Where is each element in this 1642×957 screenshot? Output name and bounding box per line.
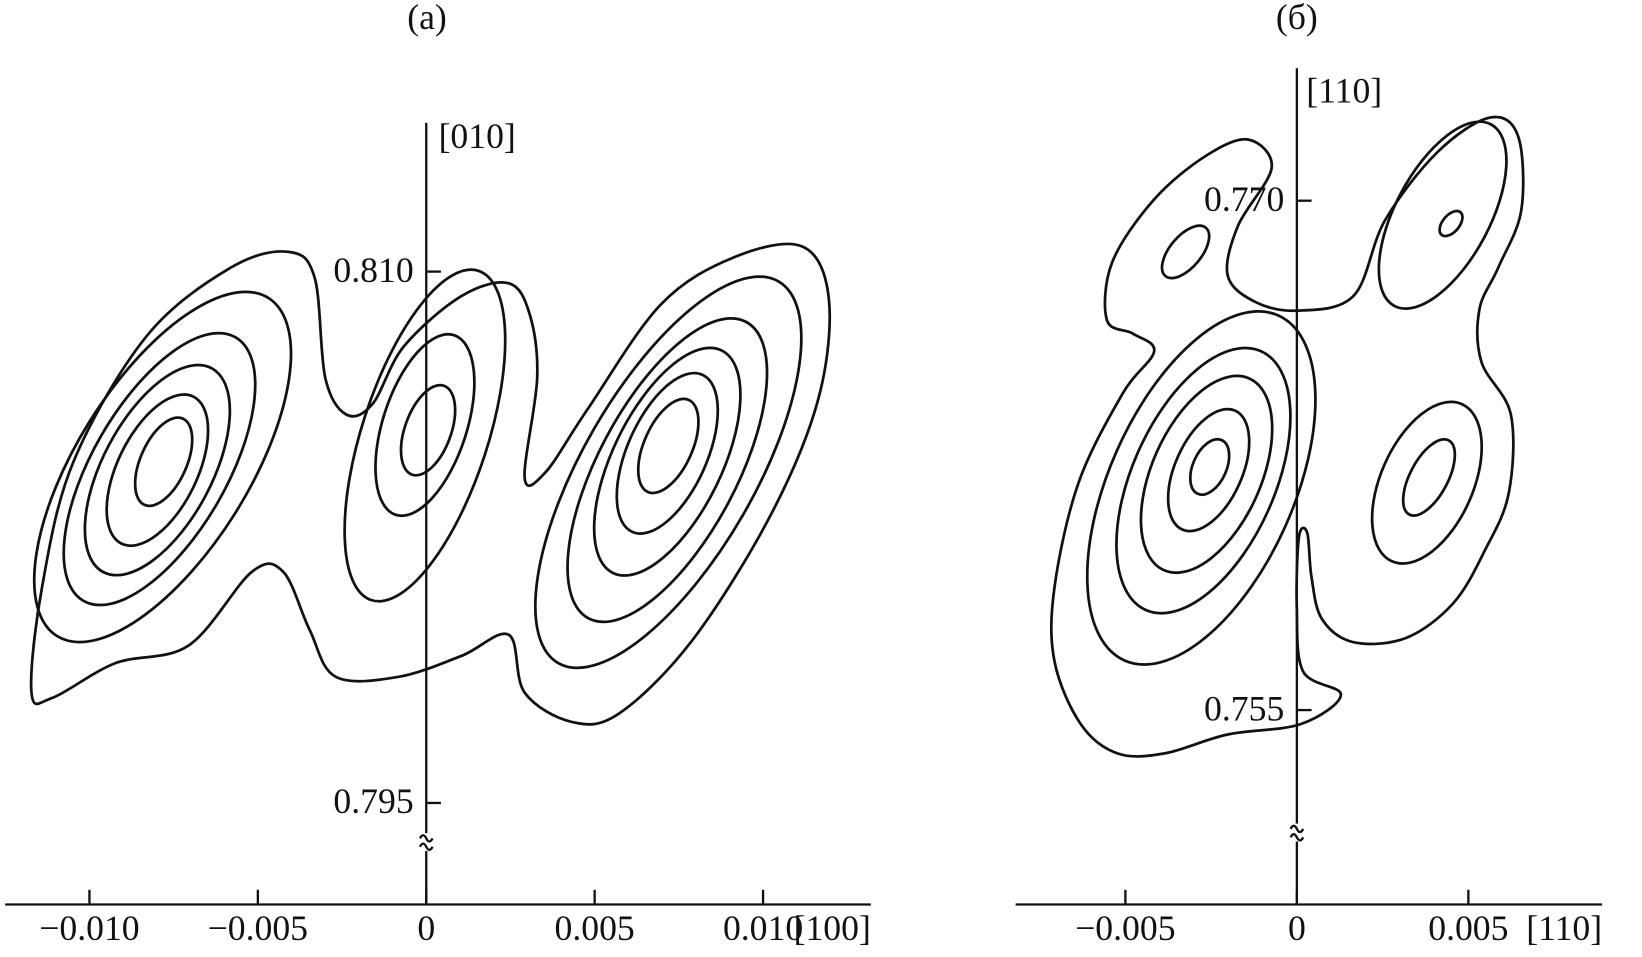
y-tick-label: 0.770: [1204, 179, 1284, 219]
contour-line: [1401, 437, 1457, 517]
axis-break: [418, 834, 434, 852]
contour-line: [343, 268, 507, 603]
contour-line: [566, 316, 769, 624]
contour-line: [1139, 374, 1274, 575]
contour-line: [62, 331, 257, 607]
y-tick-label: 0.795: [333, 781, 413, 821]
contours-b: [1049, 115, 1525, 758]
contour-line: [133, 416, 194, 508]
x-tick-label: −0.005: [1075, 908, 1175, 948]
x-axis-label: [100]: [794, 908, 871, 948]
contour-line: [1438, 209, 1464, 238]
contours-a: [29, 242, 832, 726]
x-tick-label: −0.010: [39, 908, 139, 948]
contour-line: [1160, 224, 1211, 280]
axis-break: [1289, 824, 1305, 842]
contour-line: [83, 363, 232, 577]
contour-line: [374, 332, 476, 518]
y-tick-label: 0.755: [1204, 688, 1284, 728]
y-tick-label: 0.810: [333, 250, 413, 290]
panel-title: (б): [1276, 0, 1318, 37]
x-tick-label: 0.005: [1428, 908, 1508, 948]
contour-line: [1370, 400, 1484, 565]
contour-line: [1188, 437, 1231, 497]
x-tick-label: 0.005: [555, 908, 635, 948]
x-tick-label: 0: [1288, 908, 1306, 948]
x-axis-label: [110]: [1526, 908, 1602, 948]
contour-line: [399, 383, 457, 477]
x-tick-label: 0: [417, 908, 435, 948]
contour-line: [636, 397, 700, 495]
contour-line: [592, 346, 742, 577]
y-axis-label: [110]: [1306, 71, 1382, 111]
contour-line: [1085, 310, 1317, 666]
contour-line: [615, 371, 720, 535]
panel-title: (a): [407, 0, 447, 37]
x-tick-label: −0.005: [208, 908, 308, 948]
contour-line: [1377, 120, 1508, 310]
contour-line: [32, 290, 293, 644]
x-tick-label: 0.010: [723, 908, 803, 948]
contour-line: [105, 393, 210, 548]
contour-line: [1166, 407, 1251, 533]
contour-line: [533, 275, 803, 670]
contour-line: [1049, 115, 1525, 758]
contour-line: [1115, 346, 1292, 615]
contour-line: [29, 242, 832, 726]
y-axis-label: [010]: [439, 116, 516, 156]
